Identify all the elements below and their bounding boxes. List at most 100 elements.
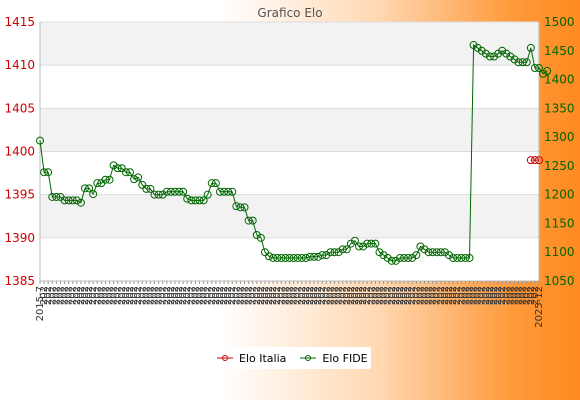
y-right-tick-label: 1400 [544,73,575,87]
data-point-elo-fide [44,168,53,177]
data-point-elo-fide [535,64,543,73]
chart-title: Grafico Elo [257,6,322,20]
data-point-elo-fide [232,202,241,211]
data-point-elo-fide [530,64,539,73]
y-left-tick-label: 1395 [4,188,35,202]
legend: Elo Italia Elo FIDE [211,347,371,369]
data-point-elo-fide [473,43,482,52]
data-point-elo-fide [121,168,130,177]
data-point-elo-fide [404,253,413,262]
x-tick-label: 202 [166,286,177,305]
data-point-elo-fide [191,196,200,205]
data-point-elo-fide [498,46,507,55]
data-point-elo-fide [281,253,290,262]
data-point-elo-fide [371,239,380,248]
x-tick-label: 202 [235,286,246,305]
x-tick-label: 202 [522,286,533,305]
x-tick-label: 202 [51,286,62,305]
data-point-elo-fide [285,253,294,262]
x-tick-label: 202 [477,286,488,305]
x-tick-label: 202 [223,286,234,305]
x-tick-label: 202 [178,286,189,305]
x-tick-label: 202 [334,286,345,305]
x-tick-label: 202 [518,286,529,305]
x-tick-label: 202 [289,286,300,305]
x-tick-label: 202 [481,286,492,305]
y-right-tick-label: 1150 [544,216,575,230]
x-tick-label: 202 [505,286,516,305]
x-tick-label: 202 [391,286,402,305]
x-tick-label: 202 [137,286,148,305]
data-point-elo-fide [326,248,335,257]
x-tick-label: 202 [309,286,320,305]
data-point-elo-fide [195,196,204,205]
x-tick-label: 202 [501,286,512,305]
data-point-elo-fide [301,253,310,262]
x-tick-label: 202 [464,286,475,305]
x-tick-label: 202 [129,286,140,305]
data-point-elo-fide [215,187,224,196]
x-tick-label: 202 [374,286,385,305]
x-tick-label: 202 [489,286,500,305]
data-point-elo-fide [154,190,163,199]
y-left-tick-label: 1385 [4,274,35,288]
x-tick-label: 202 [366,286,377,305]
data-point-elo-fide [224,187,233,196]
x-tick-label: 202 [190,286,201,305]
x-tick-label: 202 [158,286,169,305]
x-tick-label: 2015-7 [35,286,46,321]
x-tick-label: 202 [305,286,316,305]
x-tick-label: 202 [117,286,128,305]
x-tick-label: 202 [460,286,471,305]
data-point-elo-fide [187,196,196,205]
data-point-elo-fide [359,242,368,251]
data-point-elo-fide [146,184,155,193]
data-point-elo-fide [105,175,114,184]
x-tick-label: 2025-12 [534,286,545,328]
x-tick-label: 202 [68,286,79,305]
data-point-elo-fide [175,187,184,196]
data-point-elo-fide [363,239,372,248]
x-tick-label: 202 [227,286,238,305]
x-tick-label: 202 [493,286,504,305]
x-tick-label: 202 [456,286,467,305]
data-point-elo-fide [117,164,126,173]
x-tick-label: 202 [174,286,185,305]
x-tick-label: 202 [452,286,463,305]
data-point-elo-fide [256,233,265,242]
x-tick-label: 202 [358,286,369,305]
data-point-elo-fide [342,245,351,254]
data-point-elo-fide [355,242,364,251]
x-tick-label: 202 [88,286,99,305]
data-point-elo-fide [440,248,449,257]
data-point-elo-fide [89,190,98,199]
data-point-elo-fide [64,196,73,205]
data-point-elo-fide [494,49,503,58]
x-tick-label: 202 [444,286,455,305]
y-right-tick-label: 1450 [544,44,575,58]
data-point-elo-fide [101,175,110,184]
x-tick-label: 202 [509,286,520,305]
x-tick-label: 202 [379,286,390,305]
x-tick-label: 202 [186,286,197,305]
data-point-elo-fide [506,52,515,61]
x-tick-label: 202 [272,286,283,305]
x-tick-label: 202 [530,286,541,305]
data-point-elo-fide [375,248,384,257]
x-tick-label: 202 [301,286,312,305]
x-tick-label: 202 [428,286,439,305]
data-point-elo-fide [338,245,347,254]
data-point-elo-fide [420,245,429,254]
x-tick-label: 202 [125,286,136,305]
data-point-elo-fide [453,253,462,262]
x-tick-label: 202 [321,286,332,305]
x-tick-label: 202 [407,286,418,305]
x-tick-label: 202 [256,286,267,305]
data-point-elo-fide [80,184,89,193]
x-tick-label: 202 [514,286,525,305]
data-point-elo-fide [526,43,535,52]
data-point-elo-fide [72,196,81,205]
data-point-elo-fide [207,179,216,188]
